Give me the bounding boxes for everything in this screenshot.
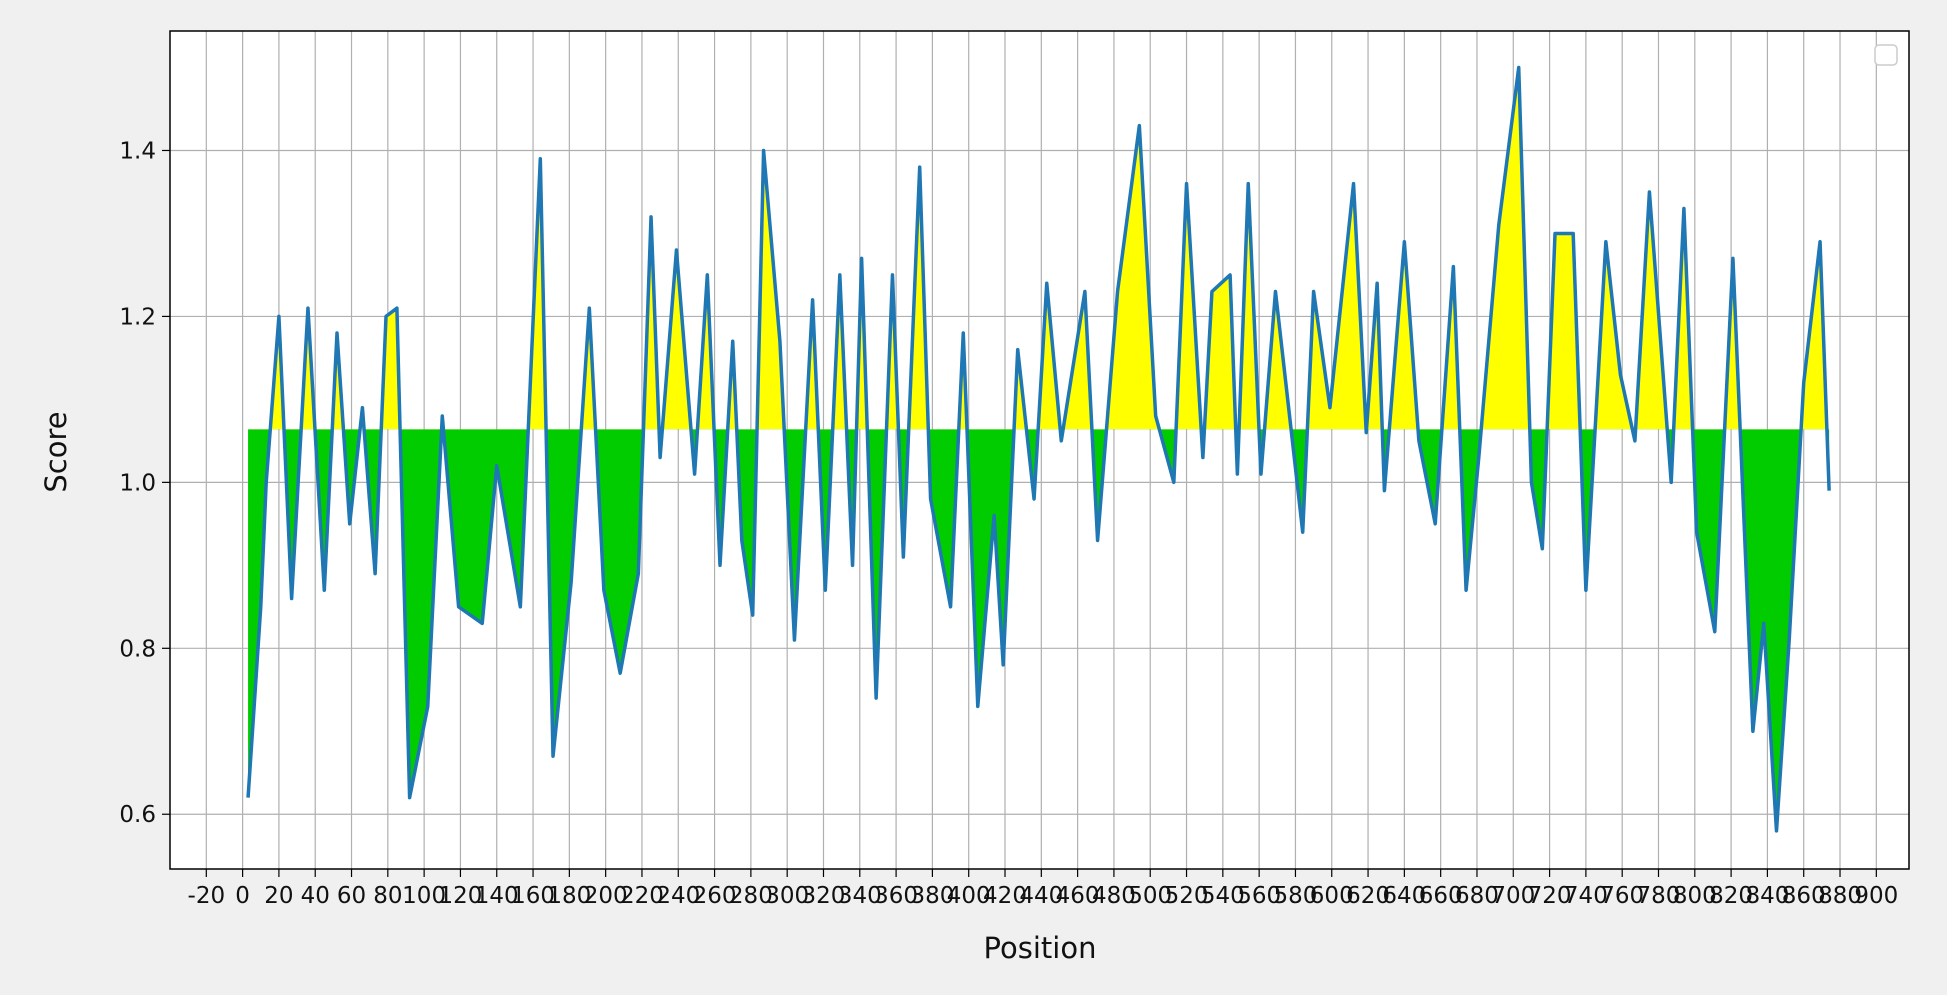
x-tick-label: 80 (373, 883, 402, 909)
x-tick-label: 280 (729, 883, 773, 909)
x-tick-label: 220 (620, 883, 664, 909)
x-tick-label: 720 (1528, 883, 1572, 909)
x-tick-label: -20 (188, 883, 226, 909)
x-tick-label: 480 (1092, 883, 1136, 909)
y-tick-label: 1.0 (119, 470, 156, 496)
x-tick-label: 0 (235, 883, 250, 909)
x-tick-label: 860 (1782, 883, 1826, 909)
x-tick-label: 60 (337, 883, 366, 909)
x-tick-label: 900 (1854, 883, 1898, 909)
x-tick-label: 800 (1673, 883, 1717, 909)
y-tick-label: 0.6 (119, 802, 156, 828)
x-tick-label: 420 (983, 883, 1027, 909)
x-tick-label: 140 (475, 883, 519, 909)
x-tick-label: 160 (511, 883, 555, 909)
fill-above (248, 67, 1830, 430)
x-tick-label: 840 (1745, 883, 1789, 909)
x-tick-label: 100 (402, 883, 446, 909)
x-tick-label: 760 (1600, 883, 1644, 909)
x-tick-label: 360 (874, 883, 918, 909)
y-tick-label: 0.8 (119, 636, 156, 662)
x-tick-label: 440 (1019, 883, 1063, 909)
x-tick-label: 260 (693, 883, 737, 909)
x-tick-label: 200 (584, 883, 628, 909)
x-tick-label: 540 (1201, 883, 1245, 909)
x-tick-label: 380 (910, 883, 954, 909)
x-tick-label: 300 (765, 883, 809, 909)
y-tick-label: 1.4 (119, 138, 156, 164)
x-tick-label: 620 (1346, 883, 1390, 909)
x-tick-label: 660 (1419, 883, 1463, 909)
plot-frame (169, 30, 1910, 870)
x-axis-label: Position (984, 931, 1097, 965)
x-tick-label: 780 (1637, 883, 1681, 909)
y-tick-label: 1.2 (119, 304, 156, 330)
line (246, 65, 1831, 833)
x-tick-label: 340 (838, 883, 882, 909)
y-axis-label: Score (39, 411, 73, 492)
x-tick-label: 20 (264, 883, 293, 909)
x-tick-label: 740 (1564, 883, 1608, 909)
x-tick-label: 820 (1709, 883, 1753, 909)
x-tick-label: 880 (1818, 883, 1862, 909)
x-tick-label: 500 (1128, 883, 1172, 909)
x-tick-label: 460 (1056, 883, 1100, 909)
x-tick-label: 40 (301, 883, 330, 909)
x-tick-label: 560 (1237, 883, 1281, 909)
x-tick-label: 320 (802, 883, 846, 909)
legend (1874, 44, 1898, 66)
x-tick-label: 400 (947, 883, 991, 909)
x-tick-label: 520 (1165, 883, 1209, 909)
x-tick-label: 180 (547, 883, 591, 909)
x-tick-label: 240 (656, 883, 700, 909)
x-tick-label: 600 (1310, 883, 1354, 909)
x-tick-label: 680 (1455, 883, 1499, 909)
x-tick-label: 640 (1382, 883, 1426, 909)
x-tick-label: 120 (438, 883, 482, 909)
x-tick-label: 580 (1273, 883, 1317, 909)
x-tick-label: 700 (1491, 883, 1535, 909)
